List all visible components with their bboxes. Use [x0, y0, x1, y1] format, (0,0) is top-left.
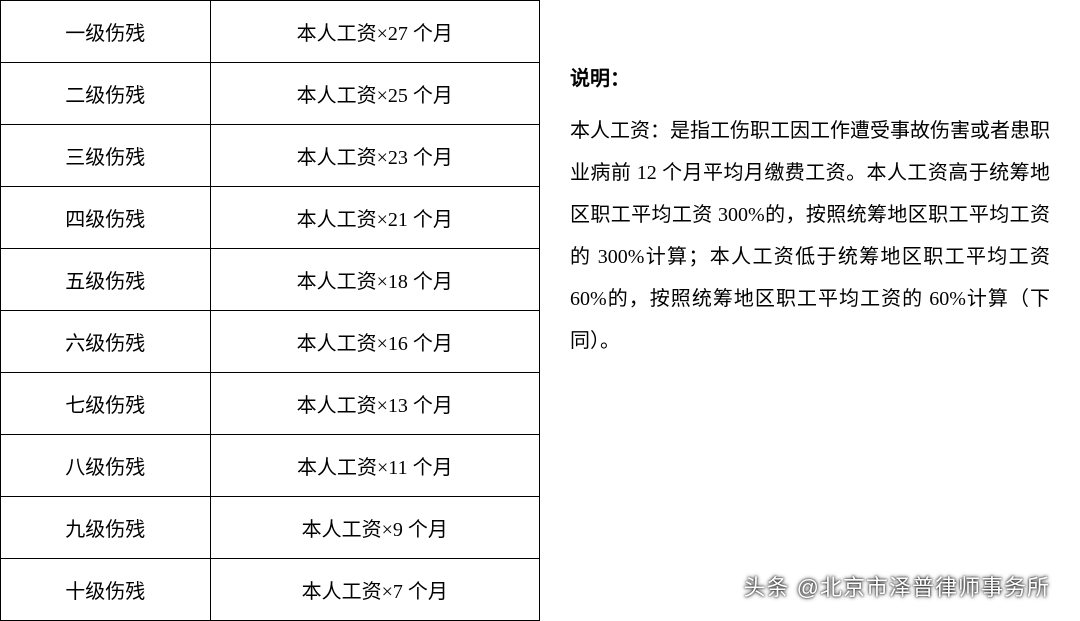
level-cell: 七级伤残 [1, 373, 211, 435]
level-cell: 十级伤残 [1, 559, 211, 621]
explanation-body: 本人工资：是指工伤职工因工作遭受事故伤害或者患职业病前 12 个月平均月缴费工资… [570, 110, 1050, 362]
level-cell: 一级伤残 [1, 1, 211, 63]
table-body: 一级伤残 本人工资×27 个月 二级伤残 本人工资×25 个月 三级伤残 本人工… [1, 1, 540, 621]
explanation-title: 说明： [570, 58, 1050, 100]
calc-cell: 本人工资×13 个月 [210, 373, 539, 435]
calc-cell: 本人工资×11 个月 [210, 435, 539, 497]
table-row: 九级伤残 本人工资×9 个月 [1, 497, 540, 559]
level-cell: 二级伤残 [1, 63, 211, 125]
calc-cell: 本人工资×9 个月 [210, 497, 539, 559]
table-row: 七级伤残 本人工资×13 个月 [1, 373, 540, 435]
disability-table: 一级伤残 本人工资×27 个月 二级伤残 本人工资×25 个月 三级伤残 本人工… [0, 0, 540, 621]
level-cell: 五级伤残 [1, 249, 211, 311]
level-cell: 四级伤残 [1, 187, 211, 249]
level-cell: 六级伤残 [1, 311, 211, 373]
watermark: 头条 @北京市泽普律师事务所 [744, 570, 1050, 602]
calc-cell: 本人工资×16 个月 [210, 311, 539, 373]
table-row: 十级伤残 本人工资×7 个月 [1, 559, 540, 621]
table-row: 六级伤残 本人工资×16 个月 [1, 311, 540, 373]
calc-cell: 本人工资×23 个月 [210, 125, 539, 187]
table-row: 一级伤残 本人工资×27 个月 [1, 1, 540, 63]
explanation-section: 说明： 本人工资：是指工伤职工因工作遭受事故伤害或者患职业病前 12 个月平均月… [540, 0, 1080, 620]
table-row: 五级伤残 本人工资×18 个月 [1, 249, 540, 311]
level-cell: 九级伤残 [1, 497, 211, 559]
calc-cell: 本人工资×18 个月 [210, 249, 539, 311]
disability-table-section: 一级伤残 本人工资×27 个月 二级伤残 本人工资×25 个月 三级伤残 本人工… [0, 0, 540, 620]
level-cell: 三级伤残 [1, 125, 211, 187]
calc-cell: 本人工资×21 个月 [210, 187, 539, 249]
table-row: 三级伤残 本人工资×23 个月 [1, 125, 540, 187]
table-row: 八级伤残 本人工资×11 个月 [1, 435, 540, 497]
table-row: 二级伤残 本人工资×25 个月 [1, 63, 540, 125]
level-cell: 八级伤残 [1, 435, 211, 497]
calc-cell: 本人工资×27 个月 [210, 1, 539, 63]
calc-cell: 本人工资×25 个月 [210, 63, 539, 125]
calc-cell: 本人工资×7 个月 [210, 559, 539, 621]
table-row: 四级伤残 本人工资×21 个月 [1, 187, 540, 249]
main-container: 一级伤残 本人工资×27 个月 二级伤残 本人工资×25 个月 三级伤残 本人工… [0, 0, 1080, 620]
